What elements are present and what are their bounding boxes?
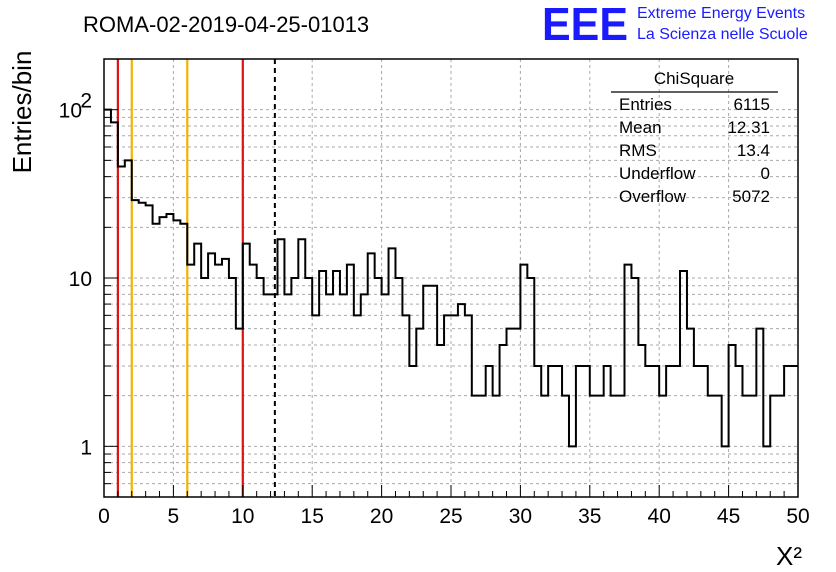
stats-row-value: 13.4 — [737, 141, 770, 160]
x-tick-label: 10 — [231, 505, 254, 528]
chart-title: ROMA-02-2019-04-25-01013 — [83, 12, 369, 37]
stats-row-value: 12.31 — [727, 118, 770, 137]
x-tick-label: 45 — [717, 505, 740, 528]
histogram-step-line — [104, 108, 798, 448]
stats-row-label: RMS — [619, 141, 657, 160]
logo: EEE Extreme Energy Events La Scienza nel… — [542, 0, 808, 50]
x-tick-label: 25 — [439, 505, 462, 528]
x-tick-label: 50 — [786, 505, 809, 528]
x-tick-label: 5 — [168, 505, 180, 528]
y-axis-label: Entries/bin — [7, 51, 37, 174]
stats-title: ChiSquare — [654, 69, 734, 88]
stats-row-label: Mean — [619, 118, 662, 137]
logo-line-2: La Scienza nelle Scuole — [637, 26, 808, 43]
stats-row-value: 0 — [761, 164, 770, 183]
logo-line-1: Extreme Energy Events — [637, 5, 805, 22]
y-tick-exponent: 2 — [80, 90, 92, 113]
stats-row-label: Entries — [619, 95, 672, 114]
x-tick-label: 35 — [578, 505, 601, 528]
grid-lines — [103, 58, 799, 498]
x-tick-label: 15 — [301, 505, 324, 528]
x-tick-label: 30 — [509, 505, 532, 528]
y-tick-label: 1 — [80, 436, 92, 459]
x-axis-ticks: 0 5 10 15 20 25 30 35 40 45 50 — [98, 485, 810, 528]
x-tick-label: 40 — [648, 505, 671, 528]
stats-box: ChiSquare Entries 6115 Mean 12.31 RMS 13.4 Und… — [611, 69, 778, 206]
x-axis-label: X² — [776, 541, 802, 571]
y-tick-label: 10 — [59, 100, 82, 123]
stats-row-label: Underflow — [619, 164, 696, 183]
stats-row-label: Overflow — [619, 187, 687, 206]
stats-rows: Entries 6115 Mean 12.31 RMS 13.4 Underflow 0 Ove… — [619, 95, 770, 206]
y-tick-label: 10 — [69, 268, 92, 291]
x-tick-label: 20 — [370, 505, 393, 528]
logo-mark: EEE — [542, 0, 628, 50]
stats-row-value: 6115 — [733, 95, 770, 114]
x-tick-label: 0 — [98, 505, 110, 528]
stats-row-value: 5072 — [732, 187, 770, 206]
